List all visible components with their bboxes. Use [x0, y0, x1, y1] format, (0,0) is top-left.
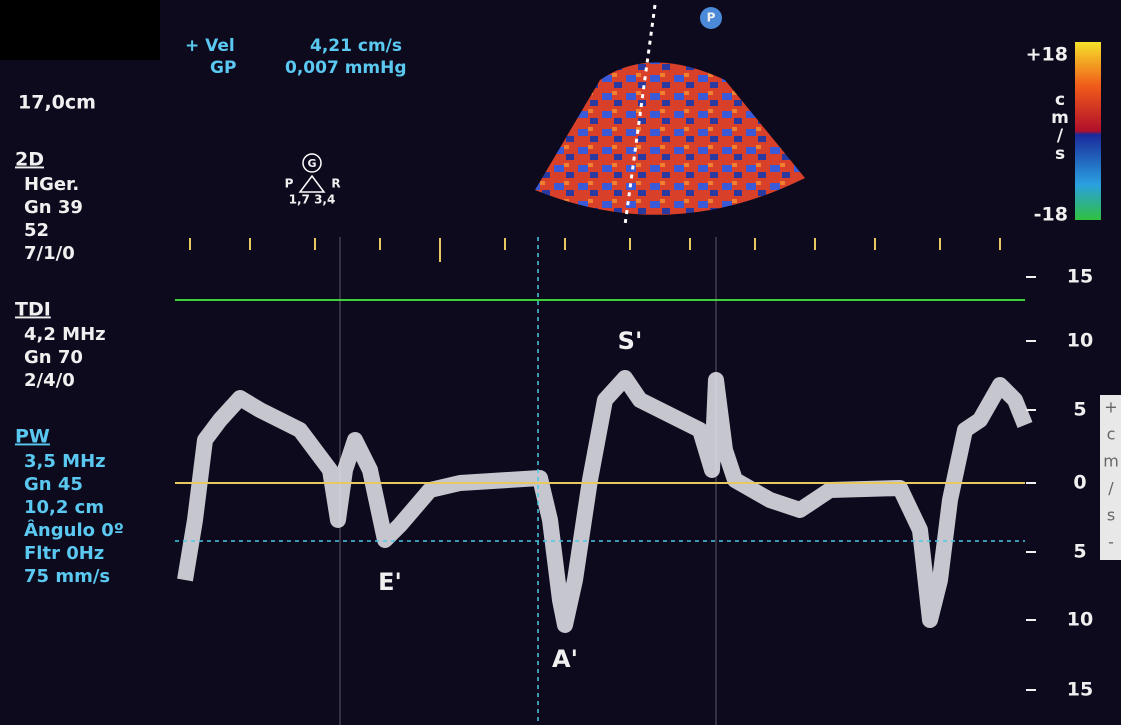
- section-line: 4,2 MHz: [24, 324, 106, 345]
- probe-circle: [302, 153, 322, 173]
- section-line: Gn 45: [24, 474, 83, 495]
- color-bar: [1075, 42, 1101, 220]
- scale-label: 15: [1067, 679, 1093, 701]
- vel-label: + Vel: [185, 36, 235, 56]
- section-line: 10,2 cm: [24, 497, 104, 518]
- probe-center: G: [307, 157, 316, 170]
- colorbar-unit: /: [1057, 126, 1064, 146]
- scale-unit: c: [1107, 425, 1116, 444]
- scale-unit: +: [1104, 398, 1117, 417]
- scale-label: 10: [1067, 609, 1093, 631]
- annotation: A': [552, 645, 578, 673]
- annotation: E': [378, 568, 402, 596]
- gp-value: 0,007 mmHg: [285, 58, 407, 78]
- scale-label: 0: [1073, 472, 1086, 494]
- scale-label: 10: [1067, 330, 1093, 352]
- section-title: TDI: [15, 299, 51, 321]
- scale-label: 5: [1073, 399, 1086, 421]
- time-ticks: [189, 238, 1001, 262]
- scale-label: 15: [1067, 266, 1093, 288]
- gp-label: GP: [210, 58, 236, 78]
- depth: 17,0cm: [18, 92, 96, 114]
- section-line: Gn 39: [24, 197, 83, 218]
- probe-triangle: [298, 174, 326, 193]
- probe-right: R: [331, 177, 340, 191]
- section-title: 2D: [15, 149, 44, 171]
- section-title: PW: [15, 426, 50, 448]
- annotation: S': [618, 327, 643, 355]
- scale-unit: /: [1108, 479, 1114, 498]
- colorbar-unit: c: [1055, 90, 1065, 110]
- color-sector: [535, 62, 805, 215]
- cursor-line: [623, 4, 657, 226]
- marker-label: P: [707, 11, 716, 25]
- section-line: Gn 70: [24, 347, 83, 368]
- marker-circle: [700, 7, 722, 29]
- doppler-waveform: [177, 370, 1033, 633]
- scale-unit: s: [1107, 506, 1115, 525]
- scale-unit: m: [1103, 452, 1119, 471]
- section-line: HGer.: [24, 174, 79, 195]
- probe-left: P: [285, 177, 294, 191]
- colorbar-min: -18: [1034, 204, 1068, 226]
- redaction-box: [0, 0, 160, 60]
- vel-value: 4,21 cm/s: [310, 36, 402, 56]
- section-line: 7/1/0: [24, 243, 75, 264]
- section-line: 2/4/0: [24, 370, 75, 391]
- section-line: Fltr 0Hz: [24, 543, 104, 564]
- probe-values: 1,7 3,4: [289, 193, 336, 207]
- section-line: 3,5 MHz: [24, 451, 106, 472]
- section-line: 75 mm/s: [24, 566, 110, 587]
- scale-unit: -: [1108, 533, 1114, 552]
- scale-label: 5: [1073, 541, 1086, 563]
- colorbar-unit: s: [1055, 144, 1065, 164]
- colorbar-max: +18: [1026, 44, 1068, 66]
- colorbar-unit: m: [1051, 108, 1069, 128]
- section-line: Ângulo 0º: [24, 519, 124, 541]
- section-line: 52: [24, 220, 49, 241]
- scale-unit-box: [1100, 395, 1121, 560]
